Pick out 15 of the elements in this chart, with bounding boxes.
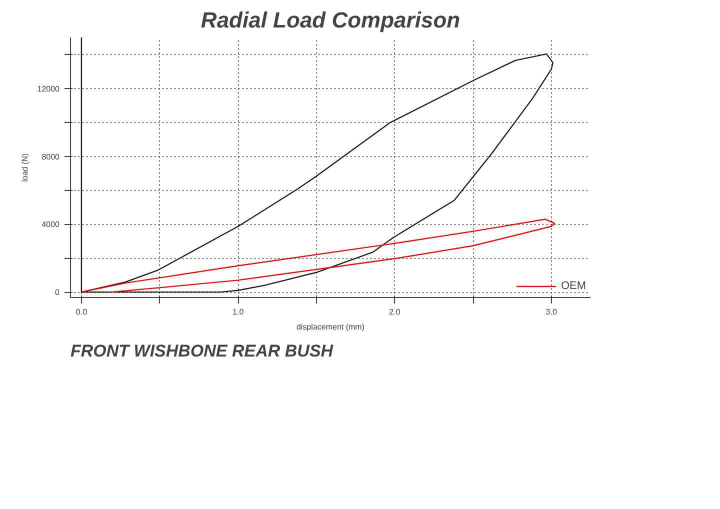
y-tick-label: 0: [55, 288, 60, 298]
y-tick-label: 12000: [37, 84, 60, 94]
x-tick-label: 1.0: [232, 308, 244, 316]
text: FRONT WISHBONE REAR BUSH: [70, 342, 334, 360]
chart-title: Radial Load Comparison: [200, 8, 460, 32]
x-tick-label: 3.0: [546, 308, 558, 316]
y-tick-label: 8000: [42, 152, 60, 162]
line-series: [80, 218, 556, 293]
x-tick-label: 2.0: [389, 308, 401, 316]
x-axis-title: displacement (mm): [296, 322, 365, 332]
line-series: [80, 38, 554, 293]
legend-label: OEM: [560, 280, 586, 292]
x-tick-label: 0.0: [76, 308, 88, 316]
y-axis-title: load (N): [20, 152, 30, 182]
y-tick-label: 4000: [42, 220, 60, 230]
